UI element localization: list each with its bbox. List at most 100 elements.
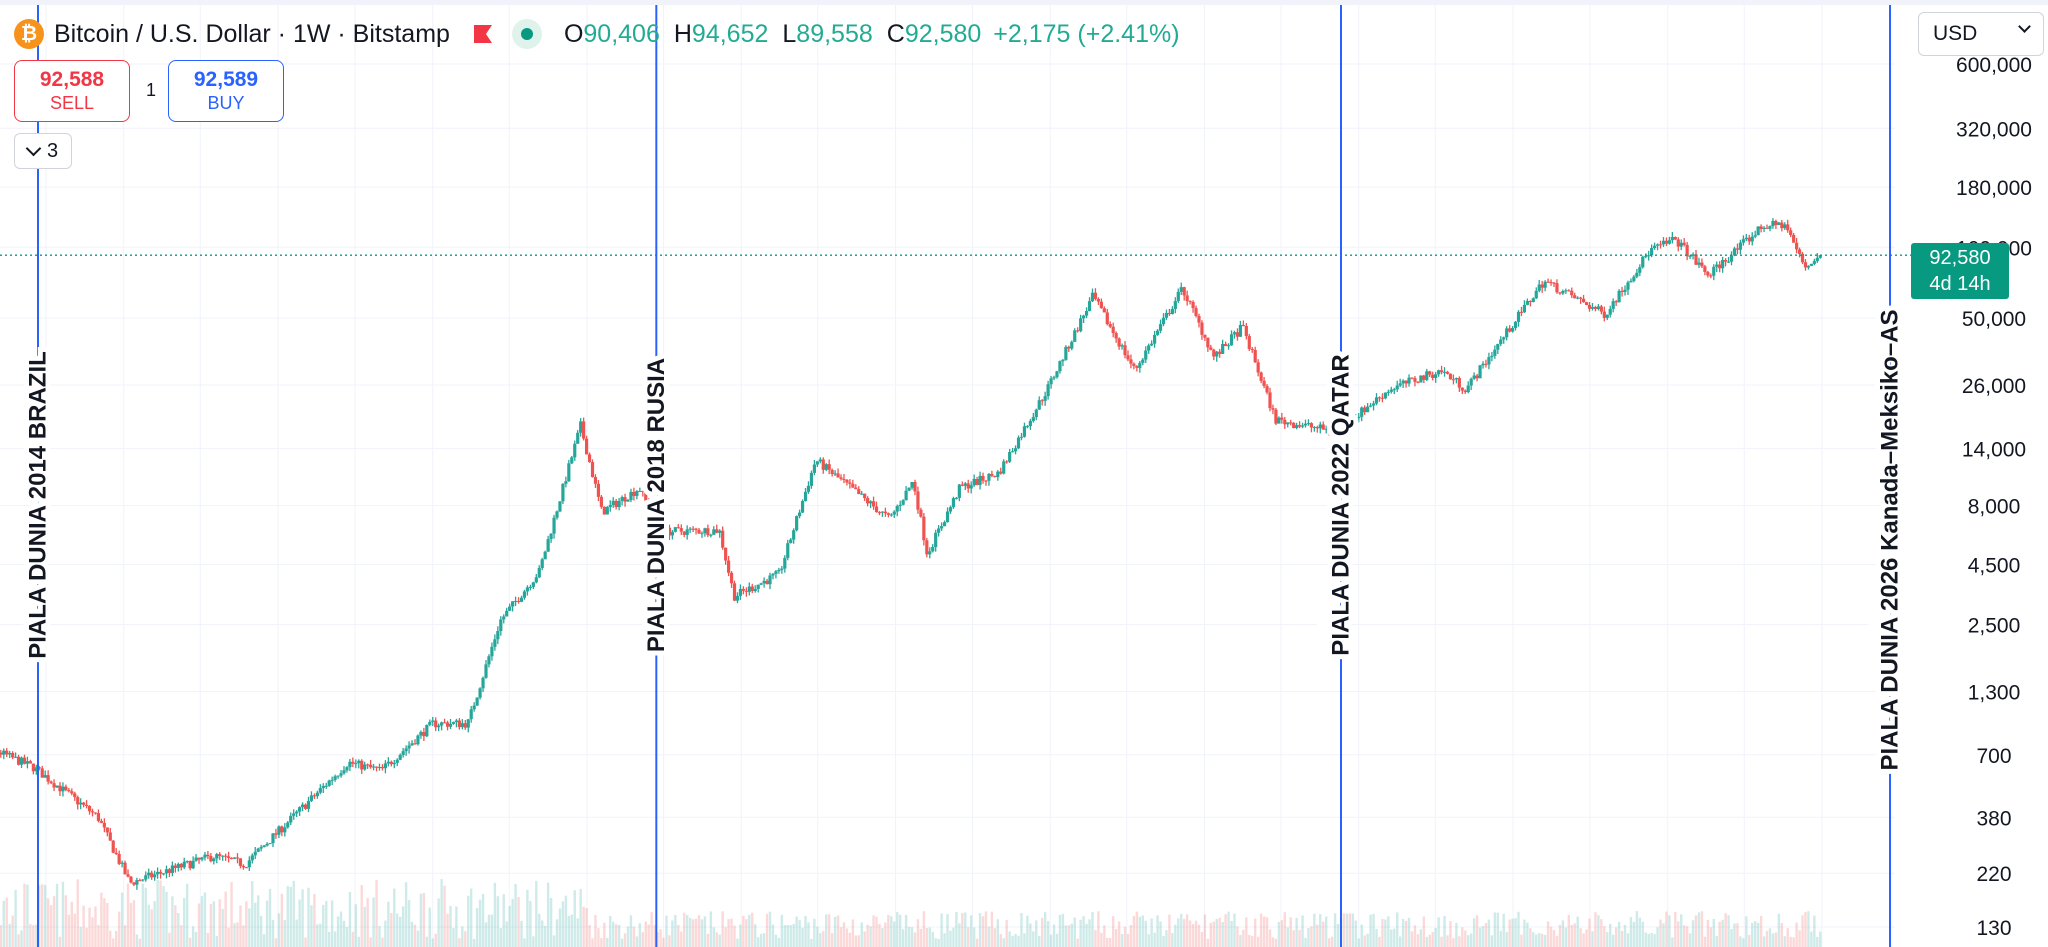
volume-bar	[401, 906, 405, 947]
candle	[1212, 348, 1216, 361]
candle	[1721, 256, 1725, 273]
volume-bar	[499, 928, 502, 947]
candle	[1809, 263, 1813, 267]
volume-bar	[23, 883, 26, 947]
candle	[777, 567, 781, 574]
candle	[1259, 371, 1263, 384]
candle	[1022, 422, 1027, 438]
candle	[1410, 377, 1414, 380]
volume-bar	[1759, 915, 1763, 947]
volume-bar	[1425, 936, 1428, 947]
buy-button[interactable]: 92,589 BUY	[168, 60, 284, 122]
candle	[762, 577, 766, 588]
volume-bar	[901, 929, 905, 947]
y-tick-label: 26,000	[1962, 375, 2026, 398]
volume-bar	[393, 888, 396, 947]
volume-bar	[617, 924, 621, 947]
volume-bar	[656, 932, 659, 947]
volume-bar	[650, 912, 653, 947]
volume-bar	[141, 883, 145, 947]
candle	[901, 499, 905, 506]
candle	[363, 761, 367, 771]
volume-bar	[1203, 914, 1207, 947]
sell-button[interactable]: 92,588 SELL	[14, 60, 130, 122]
candle	[1253, 346, 1257, 363]
candle	[972, 474, 976, 487]
volume-bar	[200, 896, 204, 947]
candlesticks[interactable]	[0, 218, 1822, 890]
candle	[590, 459, 595, 478]
candle	[64, 784, 68, 792]
volume-bar	[342, 920, 346, 947]
candle	[904, 486, 908, 501]
candle	[1120, 343, 1124, 350]
volume-bar	[360, 885, 363, 947]
event-markers[interactable]: PIALA DUNIA 2014 BRAZIL PIALA DUNIA 2018 …	[20, 5, 1909, 947]
volume-bar	[1765, 930, 1769, 947]
volume-bar	[955, 911, 958, 947]
candle	[478, 687, 482, 700]
candle	[1490, 351, 1494, 362]
volume-bar	[183, 898, 186, 947]
volume-bar	[1029, 923, 1032, 947]
candle	[1188, 300, 1192, 305]
candle	[437, 723, 441, 732]
currency-select[interactable]: USD	[1918, 12, 2044, 56]
volume-bar	[795, 916, 798, 947]
candle	[1712, 264, 1716, 281]
volume-bar	[576, 918, 579, 947]
volume-bar	[242, 925, 245, 947]
volume-bar	[839, 927, 843, 947]
volume-bar	[1422, 916, 1426, 947]
volume-bar	[1227, 911, 1230, 947]
candle	[573, 440, 577, 461]
candle	[641, 490, 645, 497]
flag-icon[interactable]	[472, 23, 494, 45]
indicators-collapse-button[interactable]: 3	[14, 133, 72, 169]
symbol-title[interactable]: Bitcoin / U.S. Dollar · 1W · Bitstamp	[54, 19, 450, 48]
volume-bar	[819, 933, 822, 947]
volume-bar	[762, 933, 766, 947]
candle	[1096, 297, 1101, 305]
candle	[1800, 251, 1805, 265]
candle	[842, 473, 846, 484]
candle	[1605, 314, 1609, 321]
order-quantity[interactable]: 1	[146, 80, 157, 100]
volume-bar	[1635, 911, 1639, 947]
price-axis[interactable]: 600,000320,000180,000100,00050,00026,000…	[1956, 54, 2032, 940]
candle	[1528, 300, 1532, 307]
candle	[703, 527, 707, 537]
volume-bar	[144, 887, 147, 947]
candle	[238, 858, 243, 869]
candle	[647, 498, 651, 514]
volume-bar	[754, 924, 757, 947]
volume-bar	[114, 930, 118, 947]
volume-bar	[981, 916, 985, 947]
candle	[658, 525, 663, 538]
volume-bar	[1310, 926, 1313, 947]
y-tick-label: 2,500	[1968, 615, 2021, 638]
volume-bar	[1330, 936, 1334, 947]
volume-bar	[132, 900, 136, 947]
candle	[85, 800, 89, 809]
candle	[552, 514, 556, 539]
candle	[1670, 232, 1674, 244]
candle	[942, 520, 947, 527]
candle	[1617, 289, 1621, 303]
candle	[1685, 241, 1689, 261]
event-marker: PIALA DUNIA 2026 Kanada–Meksiko–AS	[1872, 5, 1909, 947]
volume-bar	[1597, 915, 1600, 947]
candle	[1383, 392, 1387, 400]
candle	[221, 855, 225, 861]
volume-bar	[1564, 927, 1568, 947]
volume-bar	[478, 899, 482, 947]
candle	[1413, 376, 1417, 387]
volume-bar	[1644, 932, 1647, 947]
volume-bar	[85, 927, 88, 947]
volume-bar	[221, 908, 224, 947]
indicator-count: 3	[46, 139, 59, 162]
candle	[795, 515, 799, 532]
volume-bar	[600, 938, 603, 947]
candle	[599, 494, 603, 509]
